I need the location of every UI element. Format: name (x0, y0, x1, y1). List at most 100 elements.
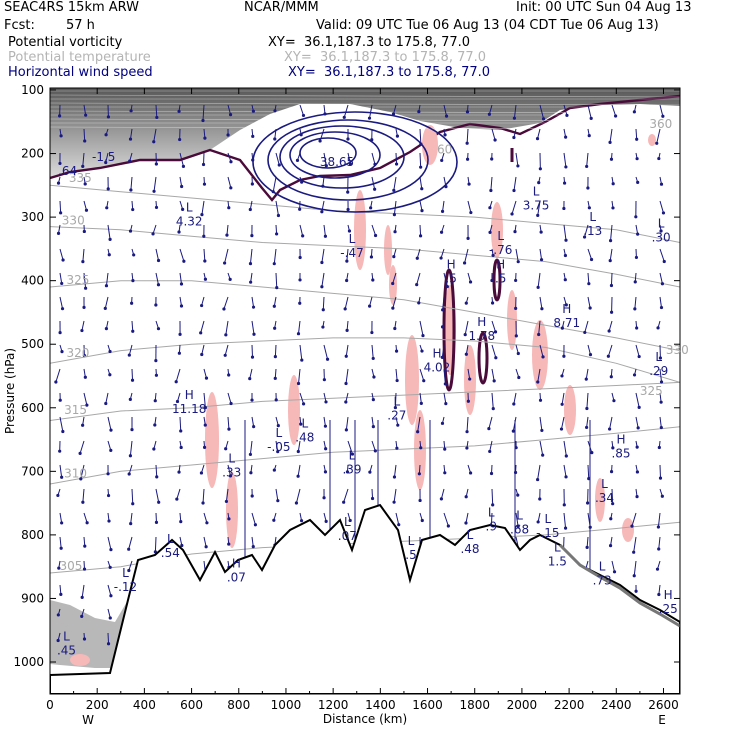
wind-arrow-head (60, 281, 64, 286)
wind-arrow (321, 272, 325, 287)
wind-arrow (297, 464, 301, 477)
wind-arrow-head (659, 305, 664, 310)
wind-arrow (323, 344, 329, 360)
wind-arrow (610, 224, 613, 241)
wind-arrow-head (154, 373, 159, 377)
wind-arrow-head (637, 354, 641, 359)
wind-arrow (537, 464, 541, 480)
wind-arrow-head (464, 521, 468, 525)
pv-cores (442, 148, 514, 392)
wind-arrow (656, 128, 661, 144)
wind-arrow-head (492, 379, 496, 383)
wind-arrow (464, 248, 469, 264)
wind-arrow (321, 248, 325, 263)
theta-label: 60 (437, 143, 452, 157)
hl-type-label: L (533, 185, 540, 199)
wind-arrow (537, 200, 541, 216)
wind-arrow (537, 128, 541, 139)
wind-arrow (297, 440, 301, 452)
wind-arrow-head (178, 332, 182, 336)
hl-value-label: .34 (595, 491, 614, 505)
y-tick-label: 1000 (13, 655, 44, 669)
wind-arrow-head (614, 114, 618, 118)
wind-arrow (176, 488, 181, 500)
wind-arrow-head (180, 184, 184, 189)
wind-arrow-head (156, 258, 161, 263)
wind-arrow-head (227, 206, 231, 210)
wind-arrow (107, 536, 112, 550)
wind-arrow (224, 248, 229, 264)
wind-arrow-head (607, 329, 611, 333)
wind-arrow-head (657, 547, 661, 551)
wind-arrow (154, 536, 157, 552)
wind-arrow-head (445, 284, 449, 289)
wind-arrow (464, 320, 469, 335)
wind-arrow-head (81, 164, 85, 168)
wind-arrow (587, 104, 592, 119)
wind-arrow-head (465, 141, 469, 145)
wind-arrow (298, 368, 301, 384)
wind-arrow-head (563, 278, 567, 282)
strat-theta-line (50, 102, 680, 106)
wind-arrow-head (367, 116, 372, 120)
x-tick-label: 1400 (365, 698, 396, 712)
wind-arrow (419, 152, 422, 168)
east-label: E (658, 713, 666, 727)
wind-arrow-head (275, 285, 279, 290)
wind-arrow-head (465, 446, 469, 450)
wind-arrow (659, 248, 665, 262)
x-axis: 0 200 400 600 800 1000 1200 1400 1600 1800 2000 220… (46, 88, 679, 712)
hl-type-label: H (562, 302, 571, 316)
wind-arrow (443, 512, 449, 527)
wind-arrow-head (491, 253, 495, 257)
wind-arrow (491, 128, 496, 141)
wind-arrow-head (273, 326, 277, 330)
wind-arrow (393, 464, 397, 478)
wind-arrow-head (129, 188, 133, 192)
wind-arrow-head (582, 235, 587, 239)
wind-arrow-head (106, 115, 111, 119)
wind-arrow (131, 488, 134, 504)
wind-arrow (272, 176, 277, 192)
wind-arrow-head (249, 280, 253, 284)
wind-arrow-head (108, 349, 112, 354)
wind-arrow-head (371, 278, 375, 282)
wind-arrow (295, 488, 301, 504)
wind-arrow (587, 248, 593, 260)
wind-arrow (419, 320, 424, 336)
wind-arrow-head (153, 423, 157, 427)
wind-arrow-head (658, 476, 663, 480)
wind-arrow-head (373, 187, 377, 191)
wind-arrow-head (178, 137, 182, 142)
wind-arrow-head (180, 543, 184, 548)
wind-arrow-head (203, 277, 208, 281)
wind-arrow-head (632, 110, 637, 114)
wind-arrow-head (324, 164, 328, 168)
model-title: SEAC4RS 15km ARW (4, 0, 140, 15)
wind-arrow (202, 104, 205, 121)
wind-arrow-head (465, 110, 470, 114)
hl-type-label: L (554, 540, 561, 554)
x-tick-label: 1600 (412, 698, 443, 712)
wind-arrow-head (201, 501, 205, 505)
wind-arrow-head (535, 137, 540, 141)
wind-arrow (443, 104, 448, 117)
theta-contour-line (50, 426, 680, 485)
wind-arrow-head (127, 547, 131, 551)
wind-arrow-head (562, 181, 567, 185)
wind-arrow (371, 440, 376, 452)
hl-value-label: .39 (342, 462, 361, 476)
wind-arrow (131, 368, 134, 381)
wind-arrow (179, 416, 182, 431)
west-label: W (82, 713, 94, 727)
wind-arrow-head (274, 398, 278, 402)
wind-arrow-head (372, 375, 376, 379)
wind-arrow (155, 464, 158, 477)
wind-arrow-head (440, 355, 444, 359)
wind-arrow-head (659, 380, 664, 384)
wind-arrow-head (83, 182, 87, 186)
wind-arrow (249, 248, 253, 264)
wind-arrow (81, 320, 85, 331)
wind-arrow-head (397, 523, 401, 527)
wind-arrow-head (81, 423, 85, 427)
